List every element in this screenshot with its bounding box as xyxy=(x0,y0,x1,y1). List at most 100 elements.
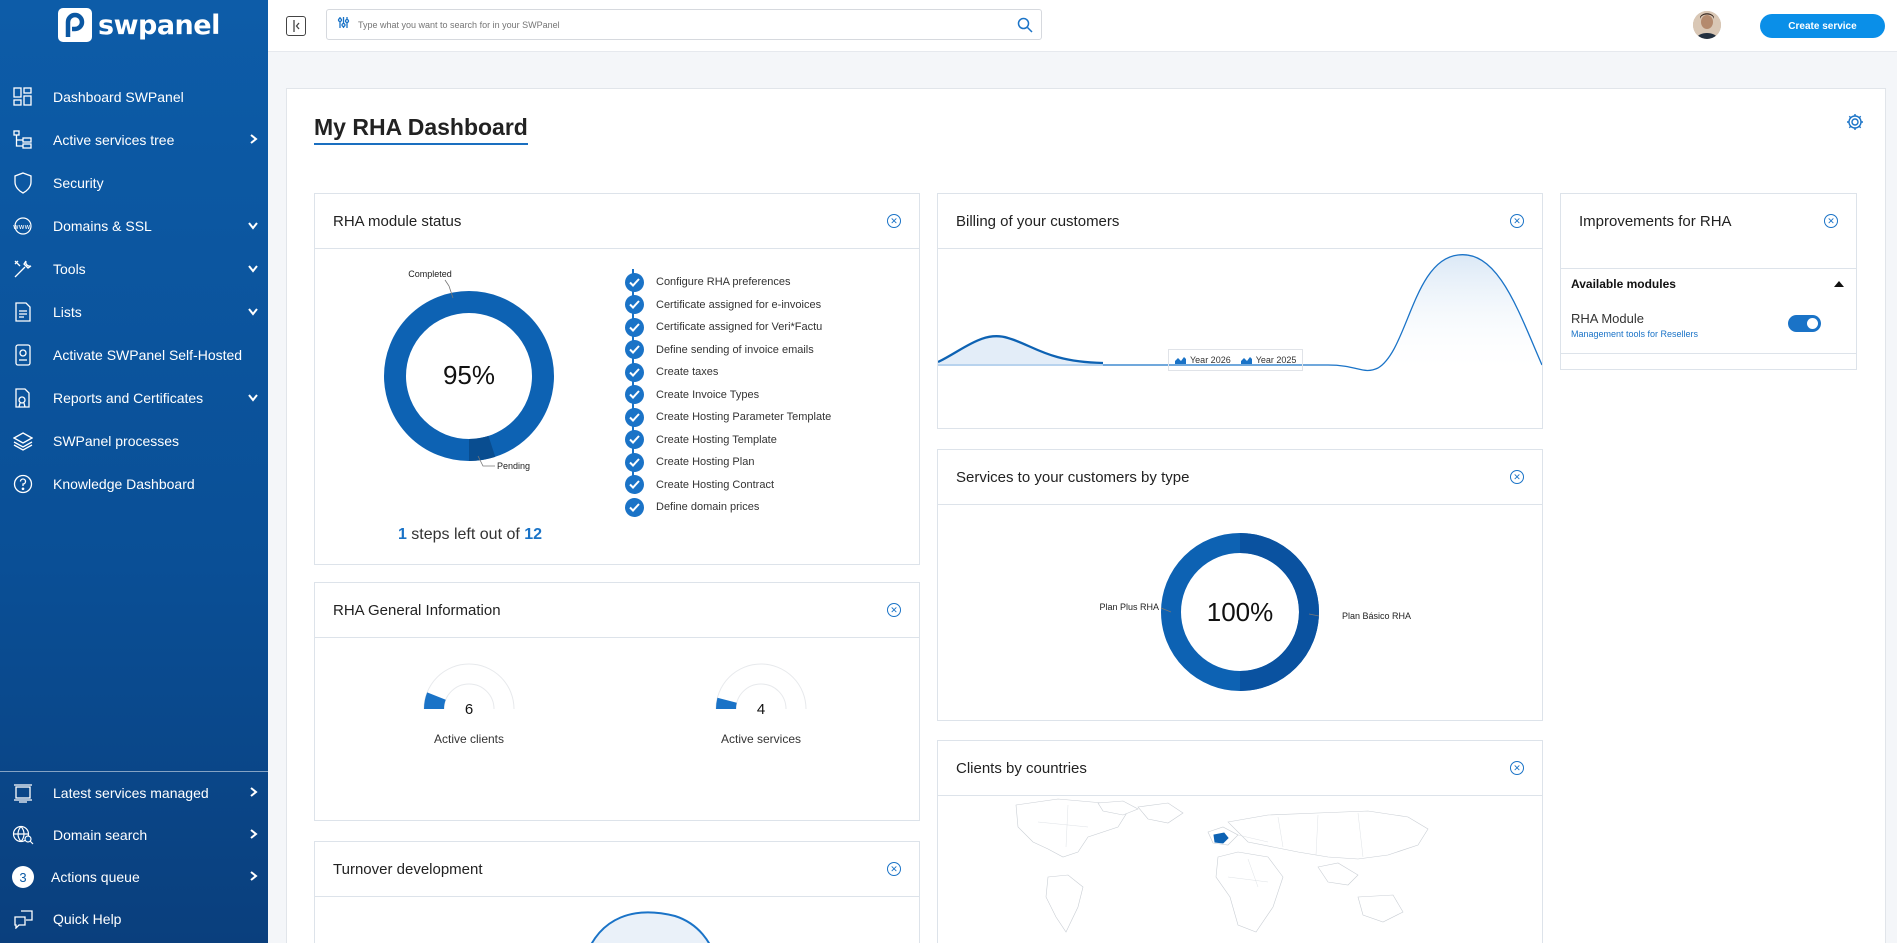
card-header: RHA module status ✕ xyxy=(315,194,919,249)
logo-mark-icon xyxy=(58,8,92,42)
check-circle-icon xyxy=(625,475,644,495)
close-icon[interactable]: ✕ xyxy=(887,603,901,617)
dashboard-panel: My RHA Dashboard RHA module status ✕ Com… xyxy=(286,88,1886,943)
sidebar-item-label: Knowledge Dashboard xyxy=(53,475,195,492)
sidebar-item-active-services-tree[interactable]: Active services tree xyxy=(0,118,268,161)
chart-legend: Year 2026 Year 2025 xyxy=(1168,349,1304,371)
sidebar-item-processes[interactable]: SWPanel processes xyxy=(0,419,268,462)
search-icon[interactable] xyxy=(1017,17,1033,38)
active-clients-label: Active clients xyxy=(433,732,505,746)
chevron-down-icon xyxy=(248,303,258,321)
legend-area-icon xyxy=(1240,357,1252,364)
legend-label: Year 2025 xyxy=(1255,355,1297,365)
create-service-button[interactable]: Create service xyxy=(1760,14,1885,38)
turnover-chart xyxy=(590,911,711,943)
sidebar-collapse-icon[interactable] xyxy=(286,16,306,36)
checklist-item-label: Create Hosting Contract xyxy=(656,478,774,491)
actions-count-badge: 3 xyxy=(12,866,34,888)
status-donut-chart: Completed Pending 95% xyxy=(384,269,554,471)
chevron-down-icon xyxy=(248,260,258,278)
checklist-item-label: Configure RHA preferences xyxy=(656,276,791,289)
pending-label: Pending xyxy=(497,461,530,471)
pending-segment xyxy=(384,291,554,461)
checklist-item-label: Create Hosting Plan xyxy=(656,456,755,469)
module-name: RHA Module xyxy=(1571,311,1644,326)
sidebar-item-dashboard[interactable]: Dashboard SWPanel xyxy=(0,75,268,118)
donut-segment-plan-basico xyxy=(1239,533,1319,691)
shield-icon xyxy=(12,171,34,194)
card-title: Turnover development xyxy=(333,860,483,878)
check-circle-icon xyxy=(625,430,644,450)
checklist-item: Configure RHA preferences xyxy=(625,271,831,294)
filter-sliders-icon[interactable] xyxy=(337,16,350,34)
completed-label: Completed xyxy=(408,269,452,279)
gear-icon[interactable] xyxy=(1846,113,1864,136)
close-icon[interactable]: ✕ xyxy=(887,862,901,876)
sidebar-item-latest-services[interactable]: Latest services managed xyxy=(0,772,268,814)
checklist-item: Create Invoice Types xyxy=(625,384,831,407)
chevron-down-icon xyxy=(248,389,258,407)
check-circle-icon xyxy=(625,340,644,360)
sidebar-item-label: Dashboard SWPanel xyxy=(53,88,184,105)
checklist-item: Define sending of invoice emails xyxy=(625,339,831,362)
legend-label: Year 2026 xyxy=(1190,355,1231,365)
sidebar-bottom: Latest services managed Domain search 3 … xyxy=(0,771,268,940)
module-status-card: RHA module status ✕ Completed Pending 95… xyxy=(314,193,920,565)
chevron-down-icon xyxy=(248,217,258,235)
close-icon[interactable]: ✕ xyxy=(1824,214,1838,228)
sidebar-item-label: Activate SWPanel Self-Hosted xyxy=(53,346,243,363)
legend-area-icon xyxy=(1175,357,1186,364)
sidebar-item-label: Lists xyxy=(53,303,82,320)
module-checklist: Configure RHA preferences Certificate ass… xyxy=(625,271,831,519)
sidebar-item-domain-search[interactable]: Domain search xyxy=(0,814,268,856)
caret-up-icon xyxy=(1834,281,1844,287)
sidebar-item-tools[interactable]: Tools xyxy=(0,247,268,290)
sidebar-item-security[interactable]: Security xyxy=(0,161,268,204)
checklist-item: Define domain prices xyxy=(625,496,831,519)
close-icon[interactable]: ✕ xyxy=(1510,761,1524,775)
search-input[interactable] xyxy=(358,19,1041,30)
sidebar-item-label: Domain search xyxy=(53,827,148,843)
billing-line-chart xyxy=(938,254,1542,372)
legend-item[interactable]: Year 2026 xyxy=(1175,355,1231,365)
sidebar-item-reports[interactable]: Reports and Certificates xyxy=(0,376,268,419)
tools-icon xyxy=(12,258,34,280)
help-icon xyxy=(12,473,34,495)
module-toggle[interactable] xyxy=(1788,315,1821,332)
card-header: Services to your customers by type ✕ xyxy=(938,450,1542,505)
legend-item[interactable]: Year 2025 xyxy=(1240,355,1297,365)
sidebar-item-knowledge[interactable]: Knowledge Dashboard xyxy=(0,462,268,505)
sidebar-item-label: Quick Help xyxy=(53,911,122,927)
checklist-item: Create Hosting Template xyxy=(625,429,831,452)
close-icon[interactable]: ✕ xyxy=(1510,470,1524,484)
world-map[interactable] xyxy=(938,797,1542,937)
sidebar-item-label: Tools xyxy=(53,260,86,277)
check-circle-icon xyxy=(625,497,644,517)
donut-label-right: Plan Básico RHA xyxy=(1342,611,1411,621)
sidebar-item-self-hosted[interactable]: Activate SWPanel Self-Hosted xyxy=(0,333,268,376)
sidebar-item-label: SWPanel processes xyxy=(53,432,180,449)
check-circle-icon xyxy=(625,407,644,427)
module-description[interactable]: Management tools for Resellers xyxy=(1571,329,1699,339)
available-modules-header[interactable]: Available modules xyxy=(1561,268,1856,298)
card-header: Billing of your customers ✕ xyxy=(938,194,1542,249)
avatar[interactable] xyxy=(1693,11,1721,39)
card-header: Turnover development ✕ xyxy=(315,842,919,897)
card-header: RHA General Information ✕ xyxy=(315,583,919,638)
card-title: Billing of your customers xyxy=(956,212,1120,230)
series-year-2025-area xyxy=(938,254,1542,371)
check-circle-icon xyxy=(625,385,644,405)
donut-center-percent: 100% xyxy=(1207,597,1274,627)
card-title: Improvements for RHA xyxy=(1579,213,1732,230)
checklist-item: Create Hosting Parameter Template xyxy=(625,406,831,429)
sidebar-item-lists[interactable]: Lists xyxy=(0,290,268,333)
sidebar-item-domains-ssl[interactable]: www Domains & SSL xyxy=(0,204,268,247)
gauge-fill xyxy=(424,692,446,709)
check-circle-icon xyxy=(625,272,644,292)
checklist-item-label: Create taxes xyxy=(656,366,719,379)
sidebar-item-quick-help[interactable]: Quick Help xyxy=(0,898,268,940)
close-icon[interactable]: ✕ xyxy=(1510,214,1524,228)
sidebar-item-actions-queue[interactable]: 3 Actions queue xyxy=(0,856,268,898)
logo[interactable]: swpanel xyxy=(58,8,220,42)
close-icon[interactable]: ✕ xyxy=(887,214,901,228)
